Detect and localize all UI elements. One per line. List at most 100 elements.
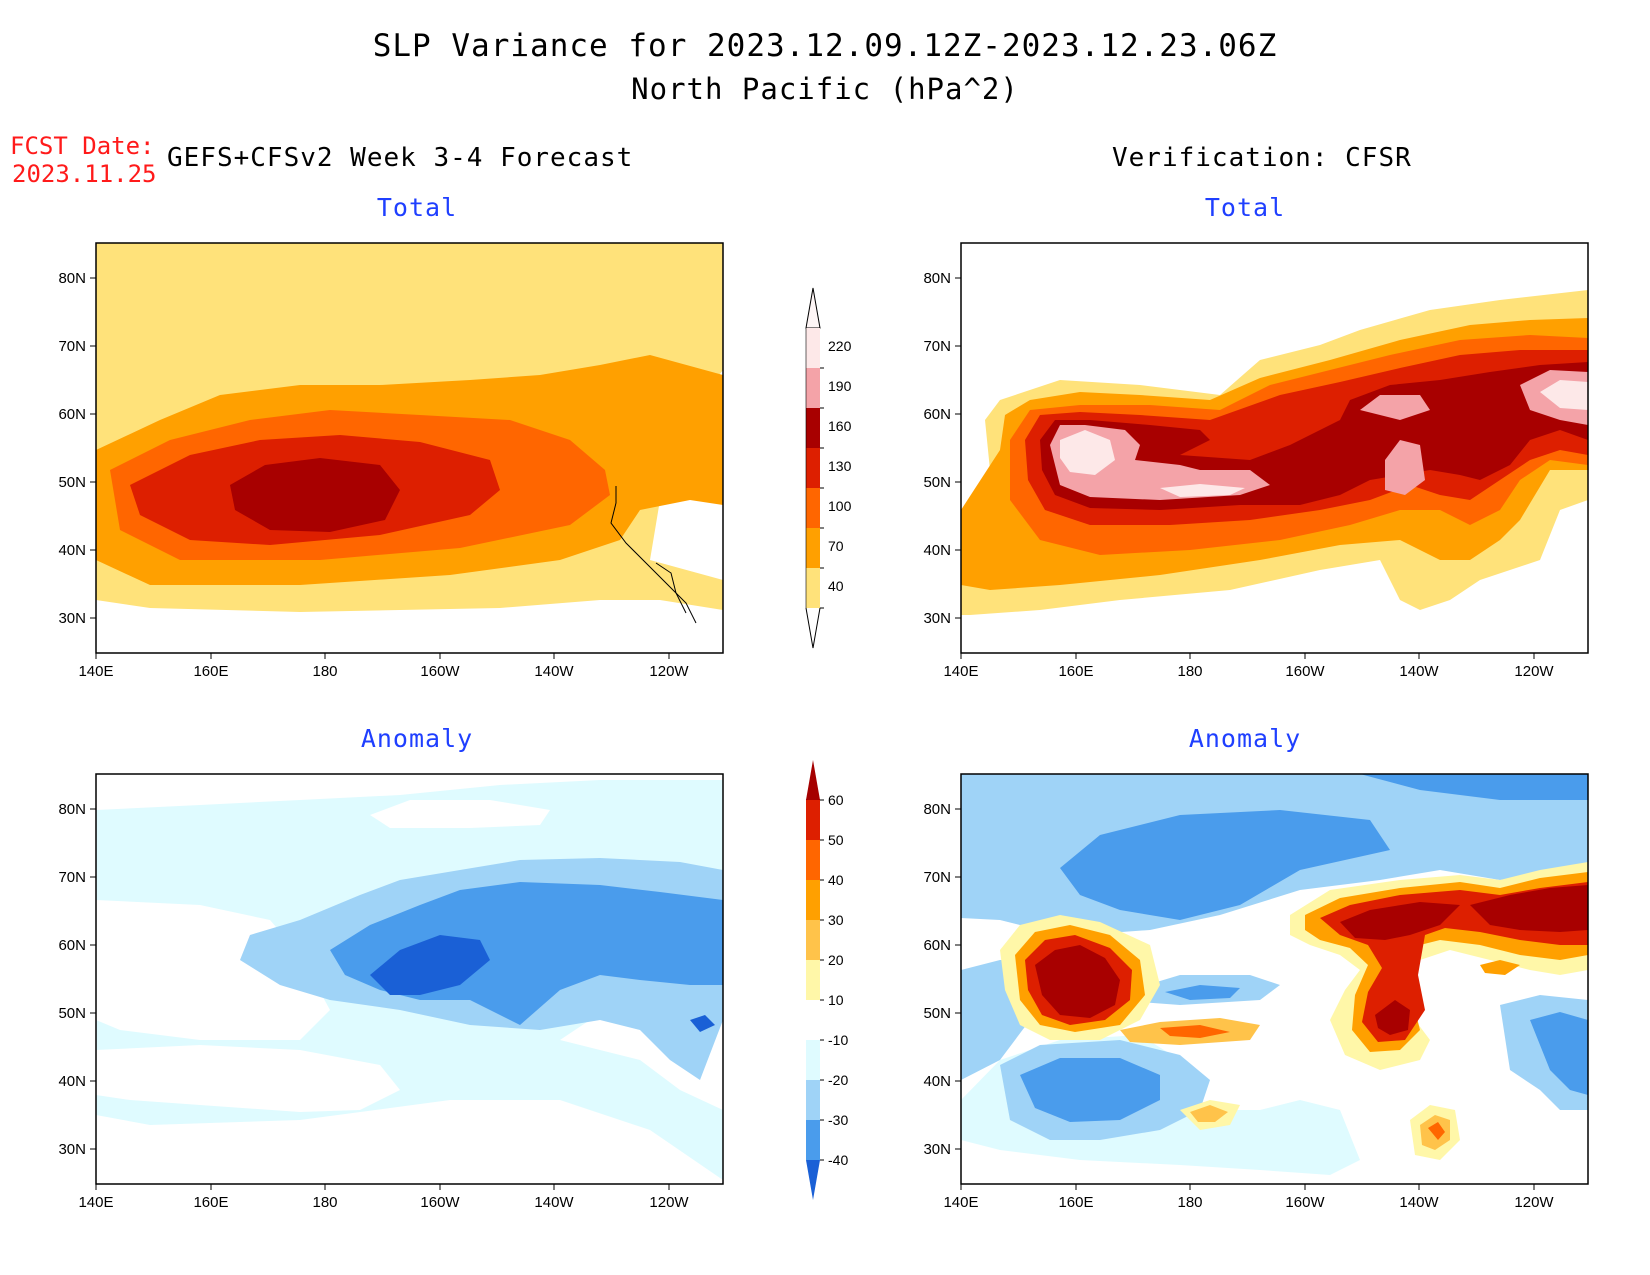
forecast-anomaly-lon-label: 140W <box>534 1194 574 1211</box>
verification-anomaly-lat-label: 50N <box>923 1005 951 1022</box>
forecast-total-title: Total <box>376 193 458 222</box>
forecast-anomaly-title: Anomaly <box>360 724 474 753</box>
verification-anomaly-title: Anomaly <box>1188 724 1302 753</box>
anomaly-colorbar-seam <box>806 799 820 800</box>
verification-total-map <box>961 243 1588 653</box>
anomaly-colorbar-swatch <box>806 840 820 880</box>
forecast-anomaly-lat-label: 50N <box>58 1005 86 1022</box>
verification-anomaly-lat-label: 40N <box>923 1073 951 1090</box>
verification-anomaly-map <box>961 774 1588 1184</box>
verification-total-lon-label: 180 <box>1177 663 1202 680</box>
total-colorbar-swatch <box>806 368 820 408</box>
anomaly-colorbar-label: 50 <box>828 832 844 848</box>
forecast-total-lon-label: 180 <box>312 663 337 680</box>
verification-total-lon-label: 160E <box>1058 663 1093 680</box>
verification-total-lon-label: 140W <box>1399 663 1439 680</box>
forecast-anomaly-map <box>96 774 723 1184</box>
total-colorbar-bottom-arrow <box>805 607 821 649</box>
total-colorbar-label: 40 <box>828 578 844 594</box>
verification-total-lon-label: 160W <box>1285 663 1325 680</box>
total-colorbar: 220 190 160 130 100 70 40 <box>805 287 852 649</box>
total-colorbar-label: 130 <box>828 458 852 474</box>
total-colorbar-swatch <box>806 448 820 488</box>
forecast-total-lon-label: 140E <box>78 663 113 680</box>
verification-total-lon-label: 120W <box>1514 663 1554 680</box>
forecast-anomaly-frame <box>95 773 724 1185</box>
forecast-anomaly-lat-label: 40N <box>58 1073 86 1090</box>
forecast-anomaly-lon-label: 140E <box>78 1194 113 1211</box>
forecast-anomaly-lon-label: 160W <box>420 1194 460 1211</box>
total-colorbar-swatch <box>806 408 820 448</box>
main-title: SLP Variance for 2023.12.09.12Z-2023.12.… <box>372 28 1278 64</box>
verification-total-frame <box>960 242 1589 654</box>
forecast-date-label: FCST Date: <box>10 132 155 160</box>
forecast-total-lat-label: 40N <box>58 542 86 559</box>
forecast-anomaly-lon-label: 120W <box>649 1194 689 1211</box>
anomaly-colorbar-swatch <box>806 880 820 920</box>
anomaly-colorbar-label: 10 <box>828 992 844 1008</box>
verification-total-lat-label: 70N <box>923 338 951 355</box>
anomaly-colorbar-swatch <box>806 1080 820 1120</box>
forecast-total-frame <box>95 242 724 654</box>
total-colorbar-label: 190 <box>828 378 852 394</box>
anomaly-colorbar-label: 20 <box>828 952 844 968</box>
total-colorbar-swatch <box>806 528 820 568</box>
anomaly-colorbar-label: -20 <box>828 1072 848 1088</box>
verification-total-lat-label: 50N <box>923 474 951 491</box>
total-colorbar-swatch <box>806 568 820 608</box>
anomaly-colorbar-label: -40 <box>828 1152 848 1168</box>
verification-total-lat-label: 80N <box>923 270 951 287</box>
forecast-total-lat-label: 80N <box>58 270 86 287</box>
verification-total-lat-label: 60N <box>923 406 951 423</box>
verification-total-lon-label: 140E <box>943 663 978 680</box>
verification-total-lat-label: 30N <box>923 610 951 627</box>
anomaly-colorbar-label: -30 <box>828 1112 848 1128</box>
forecast-date-value: 2023.11.25 <box>12 160 157 188</box>
verification-anomaly-lon-label: 120W <box>1514 1194 1554 1211</box>
forecast-total-lon-label: 160E <box>193 663 228 680</box>
total-colorbar-label: 70 <box>828 538 844 554</box>
forecast-anomaly-lat-label: 60N <box>58 937 86 954</box>
main-subtitle: North Pacific (hPa^2) <box>631 72 1019 106</box>
total-colorbar-swatch <box>806 328 820 368</box>
anomaly-colorbar-bottom-arrow <box>806 1160 820 1200</box>
anomaly-colorbar-swatch <box>806 1120 820 1160</box>
forecast-anomaly-lon-label: 160E <box>193 1194 228 1211</box>
forecast-column-title: GEFS+CFSv2 Week 3-4 Forecast <box>167 143 634 173</box>
verification-anomaly-frame <box>960 773 1589 1185</box>
forecast-total-lon-label: 160W <box>420 663 460 680</box>
anomaly-colorbar-top-arrow <box>806 760 820 800</box>
forecast-total-lon-label: 120W <box>649 663 689 680</box>
verification-anomaly-lat-label: 30N <box>923 1141 951 1158</box>
forecast-anomaly-lat-label: 30N <box>58 1141 86 1158</box>
forecast-total-lat-label: 50N <box>58 474 86 491</box>
verification-anomaly-lon-label: 160W <box>1285 1194 1325 1211</box>
total-colorbar-swatch <box>806 488 820 528</box>
verification-anomaly-lon-label: 140W <box>1399 1194 1439 1211</box>
forecast-anomaly-lon-label: 180 <box>312 1194 337 1211</box>
total-colorbar-label: 220 <box>828 338 852 354</box>
verification-anomaly-lon-label: 160E <box>1058 1194 1093 1211</box>
verification-anomaly-lon-label: 180 <box>1177 1194 1202 1211</box>
anomaly-colorbar-label: 30 <box>828 912 844 928</box>
forecast-total-lat-label: 30N <box>58 610 86 627</box>
verification-total-title: Total <box>1204 193 1286 222</box>
total-colorbar-label: 100 <box>828 498 852 514</box>
verification-anomaly-lat-label: 80N <box>923 801 951 818</box>
total-colorbar-top-arrow <box>805 287 821 329</box>
total-colorbar-label: 160 <box>828 418 852 434</box>
anomaly-colorbar-label: 60 <box>828 792 844 808</box>
anomaly-colorbar: 60 50 40 30 20 10 -10 -20 -30 -40 <box>806 760 848 1200</box>
forecast-total-lat-label: 60N <box>58 406 86 423</box>
anomaly-colorbar-label: 40 <box>828 872 844 888</box>
forecast-total-lon-label: 140W <box>534 663 574 680</box>
forecast-anomaly-lat-label: 80N <box>58 801 86 818</box>
forecast-anomaly-lat-label: 70N <box>58 869 86 886</box>
verification-anomaly-lon-label: 140E <box>943 1194 978 1211</box>
verification-anomaly-lat-label: 60N <box>923 937 951 954</box>
anomaly-colorbar-swatch <box>806 1040 820 1080</box>
verification-column-title: Verification: CFSR <box>1112 143 1412 173</box>
forecast-total-lat-label: 70N <box>58 338 86 355</box>
forecast-total-map <box>96 243 723 653</box>
